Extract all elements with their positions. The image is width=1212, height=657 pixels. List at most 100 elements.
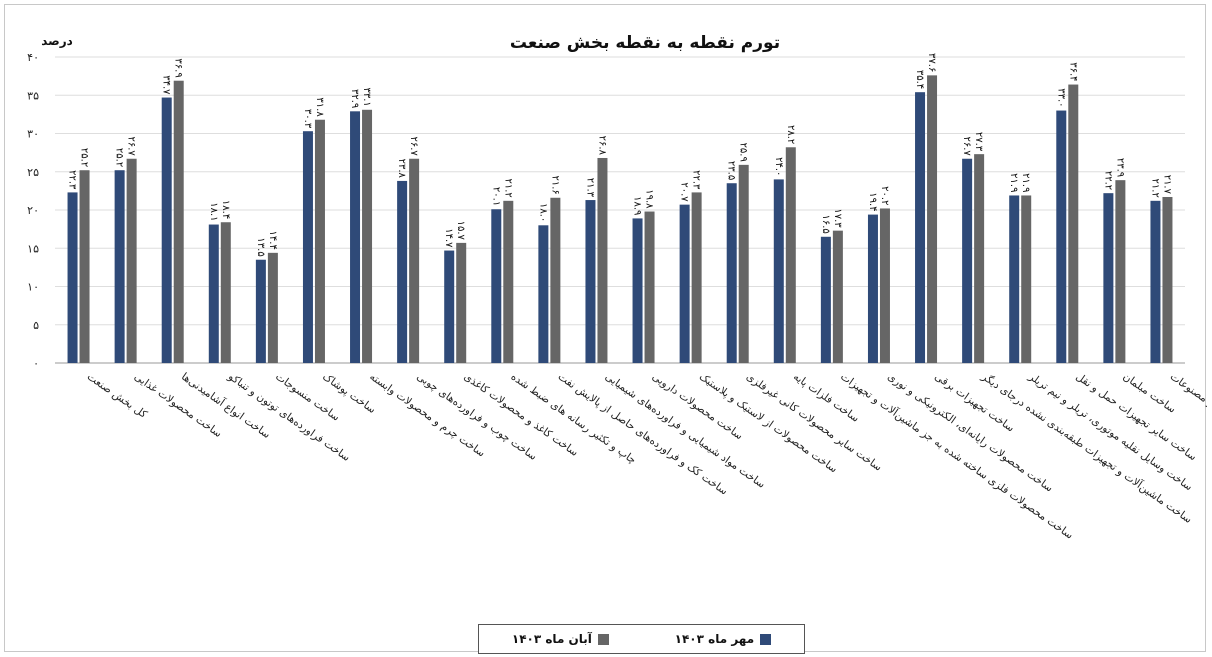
- data-label-series-1: ۳۵.۴: [914, 70, 925, 89]
- data-label-series-2: ۳۷.۶: [926, 53, 937, 72]
- legend-label-series-2: آبان ماه ۱۴۰۳: [511, 632, 592, 646]
- data-label-series-2: ۲۷.۳: [973, 132, 984, 152]
- data-label-series-1: ۱۸.۰: [537, 203, 548, 222]
- data-label-series-2: ۲۱.۹: [1020, 173, 1031, 192]
- y-tick-label: ۳۰: [27, 128, 39, 141]
- data-label-series-2: ۲۸.۲: [785, 125, 796, 144]
- bar-series-1: [915, 92, 926, 363]
- data-label-series-2: ۲۵.۹: [738, 143, 749, 162]
- data-label-series-1: ۱۹.۴: [867, 192, 878, 211]
- bar-series-2: [220, 222, 231, 363]
- data-label-series-1: ۲۴.۰: [773, 157, 784, 176]
- bar-series-1: [773, 179, 784, 363]
- legend-swatch-series-2: [597, 633, 609, 645]
- y-tick-label: ۵: [33, 319, 39, 332]
- bar-series-1: [114, 170, 125, 363]
- x-tick-label: ساخت محصولات غذایی: [132, 371, 224, 440]
- data-label-series-1: ۲۱.۳: [584, 178, 595, 198]
- y-tick-label: ۱۰: [27, 281, 39, 294]
- bar-series-2: [79, 170, 90, 363]
- bar-series-2: [456, 242, 467, 363]
- data-label-series-2: ۳۳.۱: [361, 87, 372, 106]
- data-label-series-2: ۲۶.۷: [408, 136, 419, 156]
- y-tick-label: ۱۵: [27, 242, 39, 255]
- data-label-series-2: ۲۶.۷: [126, 136, 137, 156]
- data-label-series-1: ۲۲.۳: [67, 170, 78, 190]
- bar-series-1: [867, 214, 878, 363]
- y-tick-label: ۲۵: [27, 166, 39, 179]
- data-labels: ۲۲.۳۲۵.۲ ۲۵.۲۲۶.۷۳۴.۷۳۶.۹۱۸.۱ ۱۸.۴۱۳.۵ ۱۴.۴…: [67, 53, 1173, 257]
- data-label-series-2: ۳۶.۴: [1067, 62, 1078, 81]
- data-label-series-2: ۲۵.۲: [79, 148, 90, 167]
- bar-series-2: [1021, 195, 1032, 363]
- chart-title: تورم نقطه به نقطه بخش صنعت: [510, 33, 780, 53]
- data-label-series-2: ۳۱.۸: [314, 97, 325, 117]
- data-label-series-2: ۱۵.۷: [455, 221, 466, 241]
- y-tick-label: ۲۰: [27, 204, 39, 217]
- bar-series-1: [1056, 110, 1067, 363]
- bar-series-2: [267, 252, 278, 363]
- data-label-series-2: ۳۶.۹: [173, 58, 184, 77]
- x-tick-label: ساخت تجهیزات برقی: [932, 371, 1016, 435]
- y-tick-label: ۰: [33, 357, 39, 370]
- legend-item-series-2: آبان ماه ۱۴۰۳: [512, 632, 609, 646]
- bar-series-2: [597, 157, 608, 363]
- bar-series-2: [879, 208, 890, 363]
- bar-series-1: [585, 200, 596, 363]
- data-label-series-1: ۳۲.۹: [349, 89, 360, 108]
- data-label-series-2: ۲۰.۲: [879, 186, 890, 205]
- bar-series-2: [691, 192, 702, 363]
- y-axis-label: درصد: [41, 34, 73, 48]
- y-axis-ticks: ۰ ۵ ۱۰ ۱۵ ۲۰ ۲۵ ۳۰ ۳۵ ۴۰: [27, 51, 39, 370]
- bar-series-1: [350, 111, 361, 363]
- data-label-series-1: ۲۰.۷: [679, 182, 690, 202]
- data-label-series-2: ۱۹.۸: [644, 189, 655, 209]
- bar-series-1: [820, 236, 831, 363]
- data-label-series-2: ۲۶.۸: [596, 136, 607, 156]
- bar-series-1: [255, 259, 266, 363]
- gridlines: [55, 56, 1185, 364]
- bar-series-1: [444, 250, 455, 363]
- data-label-series-1: ۱۶.۵: [820, 214, 831, 233]
- x-tick-label: ساخت انواع آشامیدنی‌ها: [179, 370, 273, 441]
- bar-series-1: [679, 204, 690, 363]
- data-label-series-1: ۱۸.۹: [632, 196, 643, 215]
- bar-series-1: [1009, 195, 1020, 363]
- chart-frame: تورم نقطه به نقطه بخش صنعت درصد ۰ ۵ ۱۰ ۱۵ ۲۰…: [4, 4, 1207, 654]
- data-label-series-1: ۲۱.۹: [1008, 173, 1019, 192]
- chart-canvas: تورم نقطه به نقطه بخش صنعت درصد ۰ ۵ ۱۰ ۱۵ ۲۰…: [27, 33, 1207, 542]
- data-label-series-1: ۲۶.۷: [961, 136, 972, 156]
- x-tick-label: ساخت ماشین‌آلات و تجهیزات طبقه‌بندی نشده…: [979, 369, 1195, 526]
- y-tick-label: ۴۰: [27, 51, 39, 64]
- bar-series-1: [1150, 200, 1161, 363]
- x-tick-label: ساخت محصولات رایانه‌ای، الکترونیکی و نور…: [885, 371, 1055, 495]
- bar-series-2: [126, 158, 137, 363]
- data-label-series-2: ۲۱.۲: [502, 179, 513, 198]
- data-label-series-1: ۲۳.۸: [396, 159, 407, 179]
- data-label-series-1: ۳۰.۳: [302, 109, 313, 129]
- data-label-series-1: ۱۸.۱: [208, 202, 219, 221]
- bar-series-2: [173, 80, 184, 363]
- bar-series-2: [974, 154, 985, 363]
- bar-series-1: [208, 224, 219, 363]
- bar-series-2: [1162, 196, 1173, 363]
- legend-item-series-1: مهر ماه ۱۴۰۳: [675, 632, 772, 646]
- data-label-series-2: ۲۱.۷: [1161, 175, 1172, 195]
- y-tick-label: ۳۵: [27, 89, 39, 102]
- bar-series-1: [302, 131, 313, 363]
- bar-series-1: [161, 97, 172, 364]
- bar-series-2: [362, 109, 373, 363]
- bar-series-2: [503, 200, 514, 363]
- data-label-series-1: ۳۴.۷: [161, 75, 172, 95]
- data-label-series-1: ۲۵.۲: [114, 148, 125, 167]
- bar-series-2: [1115, 180, 1126, 363]
- bar-series-2: [1068, 84, 1079, 363]
- bar-series-2: [832, 230, 843, 363]
- data-label-series-2: ۲۳.۹: [1114, 158, 1125, 177]
- bar-series-2: [738, 164, 749, 363]
- legend-label-series-1: مهر ماه ۱۴۰۳: [674, 632, 755, 646]
- legend-swatch-series-1: [760, 633, 772, 645]
- data-label-series-1: ۲۳.۵: [726, 161, 737, 180]
- data-label-series-2: ۱۴.۴: [267, 231, 278, 250]
